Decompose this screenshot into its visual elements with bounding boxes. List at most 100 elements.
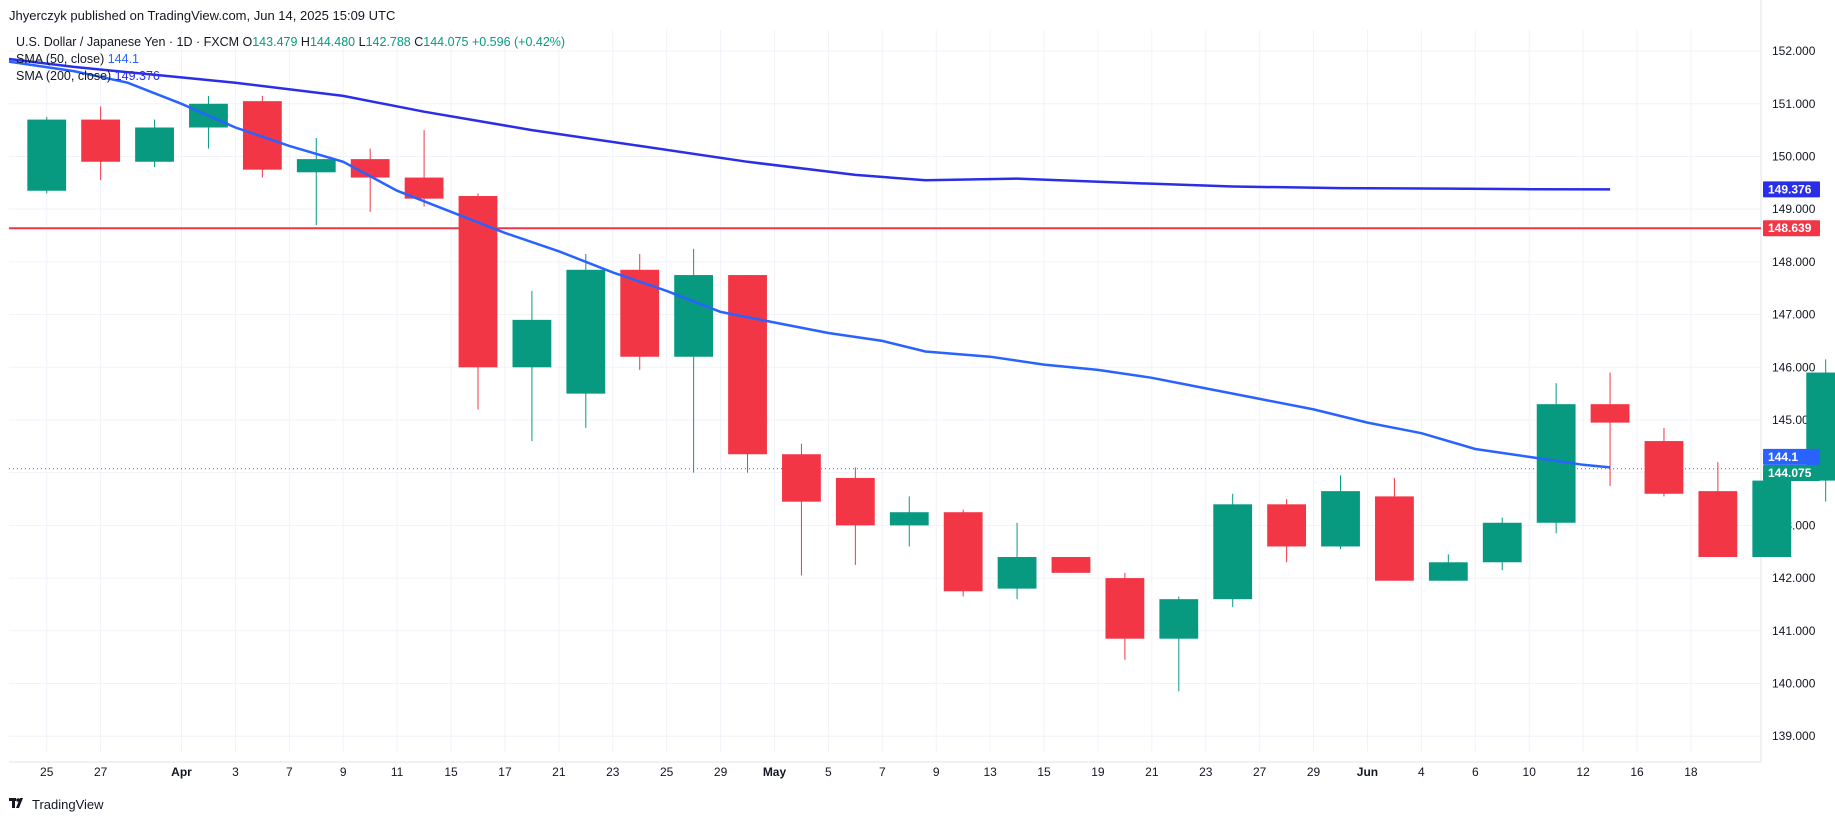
price-tick-label: 146.000 (1772, 360, 1816, 374)
legend-symbol-row: U.S. Dollar / Japanese Yen · 1D · FXCM O… (16, 34, 565, 51)
candle-body (1644, 441, 1684, 494)
price-tick-label: 148.000 (1772, 255, 1816, 269)
time-tick-label: 5 (825, 765, 832, 779)
footer-brand-text: TradingView (32, 796, 104, 812)
time-tick-label: 27 (94, 765, 108, 779)
candle (1375, 477, 1414, 581)
candle (1482, 517, 1522, 571)
sma50-label: SMA (50, close) (16, 52, 105, 66)
time-tick-label: 19 (1091, 765, 1105, 779)
ohlc-high-value: 144.480 (309, 35, 356, 49)
candle-body (728, 275, 767, 455)
candle-body (296, 159, 336, 173)
time-tick-label: 29 (1307, 765, 1321, 779)
candle (1267, 499, 1307, 563)
candle (1159, 596, 1199, 692)
hline-price-badge-text: 148.639 (1768, 221, 1812, 235)
time-tick-label: 7 (879, 765, 886, 779)
time-tick-label: 25 (40, 765, 54, 779)
last-price-badge-bg (1763, 464, 1820, 481)
candle-body (81, 119, 121, 162)
candle-body (1051, 557, 1091, 573)
time-tick-label: 13 (983, 765, 997, 779)
candle (512, 290, 552, 442)
ohlc-low-value: 142.788 (365, 35, 411, 49)
price-tick-label: 151.000 (1772, 97, 1816, 111)
candle-body (404, 177, 444, 199)
hline-price-badge: 148.639 (1763, 220, 1820, 237)
candle-body (782, 454, 821, 502)
candle (27, 116, 67, 194)
candle-body (1590, 404, 1630, 423)
candle-body (1213, 504, 1253, 600)
candle (404, 130, 444, 207)
candle-body (1752, 480, 1792, 558)
candle-body (1159, 599, 1199, 639)
candle-body (27, 119, 67, 191)
sma50-price-badge-text: 144.1 (1768, 450, 1798, 464)
time-tick-label: 27 (1253, 765, 1267, 779)
time-tick-label: 12 (1576, 765, 1590, 779)
candle-body (674, 275, 714, 357)
publisher-line: Jhyerczyk published on TradingView.com, … (9, 8, 396, 23)
candle-body (1105, 578, 1145, 639)
time-tick-label: 16 (1630, 765, 1644, 779)
time-tick-label: 23 (606, 765, 620, 779)
candle-body (566, 269, 606, 394)
candle-body (1375, 496, 1414, 581)
price-tick-label: 152.000 (1772, 44, 1816, 58)
price-tick-label: 149.000 (1772, 202, 1816, 216)
price-tick-label: 145.000 (1772, 413, 1816, 427)
sma50-line (8, 60, 1611, 469)
candle (835, 467, 875, 565)
time-tick-label: 10 (1523, 765, 1537, 779)
candle (943, 509, 983, 597)
candle (782, 443, 821, 576)
candle (1752, 472, 1792, 558)
candle (458, 193, 498, 410)
price-tick-label: 147.000 (1772, 308, 1816, 322)
candle (1051, 557, 1091, 573)
candle (350, 148, 390, 212)
candle (674, 248, 714, 473)
price-tick-label: 150.000 (1772, 149, 1816, 163)
ohlc-high-label: H (300, 35, 310, 49)
ohlc-low-label: L (358, 35, 366, 49)
candle (1590, 372, 1630, 486)
time-tick-label: 29 (714, 765, 728, 779)
sma50-price-badge: 144.1 (1763, 448, 1820, 465)
time-tick-label: 15 (444, 765, 458, 779)
candle (566, 253, 606, 428)
time-tick-label: 25 (660, 765, 674, 779)
hline-price-badge-bg (1763, 220, 1820, 237)
candle-body (1482, 522, 1522, 563)
sma200-price-badge: 149.376 (1763, 181, 1820, 198)
price-tick-label: 140.000 (1772, 676, 1816, 690)
last-price-badge: 144.075 (1763, 464, 1820, 481)
footer-branding[interactable]: TradingView (9, 796, 104, 812)
time-tick-label: 23 (1199, 765, 1213, 779)
sma50-value: 144.1 (107, 52, 139, 66)
sma200-value: 149.376 (114, 69, 160, 83)
last-price-badge-text: 144.075 (1768, 466, 1812, 480)
candle-body (997, 557, 1037, 589)
candle (81, 106, 121, 181)
sma200-price-badge-bg (1763, 181, 1820, 198)
time-tick-label: Apr (171, 765, 192, 779)
candle-body (1428, 562, 1468, 581)
candle-body (135, 127, 174, 162)
legend-sma50-row[interactable]: SMA (50, close) 144.1 (16, 51, 565, 68)
candle (135, 119, 174, 168)
candle-body (835, 477, 875, 526)
candle-body (620, 269, 660, 357)
candle (1698, 462, 1738, 558)
candle (889, 496, 929, 547)
candle (1213, 493, 1253, 608)
candle (1321, 475, 1360, 550)
time-tick-label: 9 (340, 765, 347, 779)
legend-sma200-row[interactable]: SMA (200, close) 149.376 (16, 68, 565, 85)
time-tick-label: Jun (1357, 765, 1378, 779)
price-tick-label: 142.000 (1772, 571, 1816, 585)
sma200-label: SMA (200, close) (16, 69, 112, 83)
